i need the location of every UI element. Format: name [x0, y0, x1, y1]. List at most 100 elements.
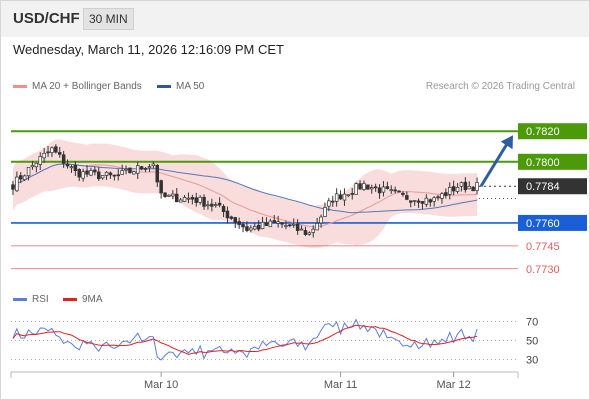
candle-body: [217, 202, 222, 206]
candle-body: [237, 221, 241, 225]
candle-body: [455, 187, 460, 192]
candle-body: [370, 187, 374, 190]
rsi-tick-label: 30: [526, 355, 538, 367]
current-price-label: 0.7784: [526, 181, 560, 193]
candle-body: [350, 193, 355, 195]
ma50-line: [12, 163, 478, 214]
candle-body: [57, 152, 62, 155]
candle-body: [444, 192, 448, 196]
candle-body: [432, 197, 436, 202]
candle-body: [409, 200, 413, 203]
level-label-bg-resistance: [518, 153, 587, 170]
candle-body: [104, 171, 109, 176]
candle-body: [315, 223, 319, 231]
level-label-pivot: 0.7760: [526, 218, 560, 230]
candle-body: [96, 171, 101, 180]
candle-body: [128, 167, 132, 174]
level-label-resistance: 0.7820: [526, 126, 560, 138]
candle-body: [338, 194, 343, 200]
candle-body: [323, 207, 327, 217]
candle-body: [143, 168, 148, 170]
candle-body: [198, 196, 202, 203]
rsi-ma-swatch: [63, 297, 77, 301]
forecast-arrow-line: [479, 141, 510, 188]
candle-body: [124, 168, 128, 171]
candle-body: [194, 197, 199, 203]
legend-bollinger: MA 20 + Bollinger Bands: [13, 81, 142, 92]
candle-body: [436, 196, 440, 199]
candle-body: [256, 224, 261, 230]
candle-body: [393, 189, 397, 192]
timeframe-badge[interactable]: 30 MIN: [83, 8, 134, 30]
candle-body: [229, 216, 234, 219]
candle-body: [65, 163, 70, 167]
candle-body: [319, 216, 323, 224]
candle-body: [159, 180, 163, 194]
candle-body: [303, 230, 308, 235]
candle-body: [73, 164, 78, 172]
candle-body: [225, 210, 230, 219]
candle-body: [42, 152, 46, 159]
candle-body: [26, 166, 31, 177]
rsi-swatch: [13, 297, 27, 301]
candle-body: [136, 165, 140, 174]
candle-body: [276, 221, 280, 224]
candle-body: [377, 187, 382, 194]
candle-body: [397, 190, 401, 193]
candle-body: [89, 170, 93, 176]
candle-body: [342, 193, 347, 201]
candle-body: [81, 171, 85, 179]
candles-group: [11, 144, 479, 238]
candle-body: [416, 200, 421, 203]
candle-body: [366, 184, 370, 190]
level-label-support: 0.7745: [526, 241, 560, 253]
candle-body: [139, 166, 144, 170]
candle-body: [241, 224, 245, 228]
symbol-title: USD/CHF: [13, 10, 80, 27]
candle-body: [182, 197, 187, 202]
credit-text: Research © 2026 Trading Central: [425, 81, 575, 92]
header-bar: USD/CHF 30 MIN: [1, 1, 589, 37]
candle-body: [116, 174, 120, 177]
candle-body: [171, 193, 175, 197]
legend-rsi-ma: 9MA: [63, 294, 103, 305]
candle-body: [295, 223, 300, 231]
candle-body: [331, 200, 335, 203]
x-tick-label: Mar 12: [437, 379, 471, 391]
candle-body: [22, 175, 27, 181]
candle-body: [475, 182, 479, 191]
candle-body: [471, 186, 475, 192]
candle-body: [284, 225, 288, 227]
candle-body: [221, 206, 226, 213]
candle-body: [405, 195, 409, 200]
candle-body: [178, 199, 183, 203]
candle-body: [202, 196, 206, 207]
candle-body: [373, 186, 378, 189]
candle-body: [362, 183, 366, 190]
candle-body: [459, 182, 464, 187]
candle-body: [327, 200, 331, 207]
candle-body: [272, 220, 277, 223]
candle-body: [307, 232, 312, 235]
candle-body: [389, 189, 394, 192]
candle-body: [34, 163, 39, 168]
candle-body: [186, 197, 191, 200]
forecast-arrowhead: [500, 135, 513, 150]
candle-body: [260, 221, 265, 229]
level-label-support: 0.7730: [526, 264, 560, 276]
candle-body: [385, 186, 390, 189]
level-label-bg-resistance: [518, 123, 587, 140]
candle-body: [112, 174, 117, 177]
candle-body: [233, 217, 238, 223]
candle-body: [46, 151, 50, 154]
candle-body: [11, 184, 15, 190]
candle-body: [155, 164, 160, 183]
candle-body: [424, 197, 429, 205]
candle-body: [253, 226, 257, 230]
level-label-resistance: 0.7800: [526, 157, 560, 169]
candle-body: [412, 200, 417, 202]
candle-body: [77, 169, 81, 178]
candle-body: [288, 224, 292, 227]
